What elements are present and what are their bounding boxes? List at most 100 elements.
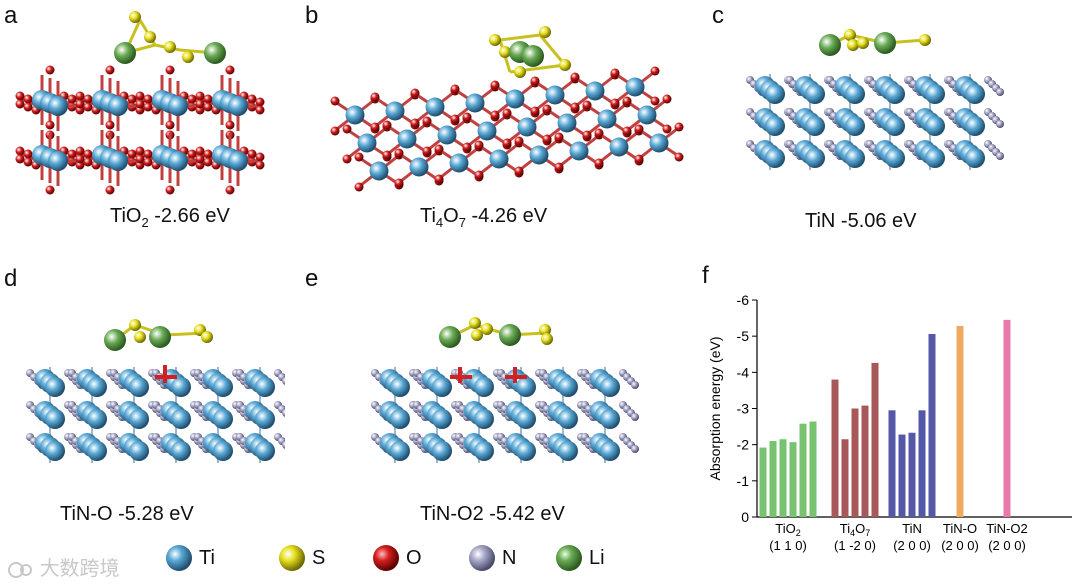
ti-atom <box>45 409 65 429</box>
o-atom <box>247 149 257 159</box>
ti-atom <box>228 151 248 171</box>
ti-atom <box>845 116 865 136</box>
ti-atom <box>390 377 410 397</box>
o-atom <box>75 154 85 164</box>
ti-atom <box>437 125 457 145</box>
panel-label-b: b <box>305 2 319 29</box>
o-atom <box>105 185 115 195</box>
y-tick-label: -6 <box>737 292 750 308</box>
ti-atom <box>48 96 68 116</box>
ti-atom <box>171 441 191 461</box>
ti-atom <box>425 97 445 117</box>
ti-atom <box>505 89 525 109</box>
o-atom <box>450 84 460 94</box>
ti4o7-structure <box>330 26 684 192</box>
s-atom-icon <box>279 545 305 571</box>
n-atom <box>631 445 639 453</box>
s-atom <box>164 41 176 53</box>
ti-atom <box>168 151 188 171</box>
o-atom <box>570 72 580 82</box>
y-tick-label: -3 <box>737 401 750 417</box>
s-atom <box>144 31 156 43</box>
group-label: Ti4O7 <box>840 521 871 538</box>
y-tick-label: -4 <box>737 364 750 380</box>
o-atom <box>255 97 265 107</box>
ti-atom <box>516 409 536 429</box>
caption-tin: TiN -5.06 eV <box>805 210 917 232</box>
o-atom <box>330 126 340 136</box>
o-atom <box>370 92 380 102</box>
bar <box>779 439 787 517</box>
o-atom <box>135 154 145 164</box>
o-atom <box>594 128 604 138</box>
o-atom <box>75 91 85 101</box>
o-atom <box>674 152 684 162</box>
o-atom <box>410 88 420 98</box>
o-atom <box>610 68 620 78</box>
ti-atom <box>255 441 275 461</box>
o-atom <box>165 120 175 130</box>
o-atom <box>135 99 145 109</box>
ti-atom <box>168 96 188 116</box>
ti-atom <box>474 377 494 397</box>
o-atom <box>143 149 153 159</box>
group-sublabel: (2 0 0) <box>941 538 979 553</box>
s-atom <box>481 323 493 335</box>
o-atom <box>45 120 55 130</box>
li-atom <box>819 34 841 56</box>
group-sublabel: (2 0 0) <box>988 538 1026 553</box>
ti-atom <box>569 141 589 161</box>
bar <box>769 441 777 517</box>
ti-atom <box>765 84 785 104</box>
o-atom <box>422 146 432 156</box>
o-atom <box>514 166 524 176</box>
ti-atom <box>45 441 65 461</box>
ti-atom <box>87 377 107 397</box>
ti-atom <box>558 441 578 461</box>
ti-atom <box>885 148 905 168</box>
bar <box>759 447 767 517</box>
o-atom <box>255 160 265 170</box>
ti-atom <box>474 441 494 461</box>
ti-atom <box>637 105 657 125</box>
y-tick-label: -1 <box>737 473 750 489</box>
ti-atom <box>129 441 149 461</box>
o-atom <box>422 116 432 126</box>
o-atom <box>502 138 512 148</box>
ti-atom <box>213 377 233 397</box>
li-atom <box>499 324 521 346</box>
ti-atom <box>345 105 365 125</box>
ti-atom <box>213 409 233 429</box>
o-atom <box>143 94 153 104</box>
li-atom <box>874 32 896 54</box>
o-atom <box>143 157 153 167</box>
bar <box>799 423 807 517</box>
ti-atom <box>516 441 536 461</box>
o-atom <box>45 185 55 195</box>
li-atom <box>114 42 136 64</box>
ti-atom <box>390 441 410 461</box>
o-atom <box>382 120 392 130</box>
o-atom <box>195 91 205 101</box>
ti-atom <box>255 377 275 397</box>
legend-item-li: Li <box>555 544 605 572</box>
o-atom <box>225 185 235 195</box>
y-tick-label: 0 <box>741 509 749 525</box>
o-atom <box>554 162 564 172</box>
o-atom <box>382 150 392 160</box>
s-atom <box>129 11 141 23</box>
ti-atom <box>805 116 825 136</box>
o-atom <box>342 154 352 164</box>
bar <box>908 432 916 517</box>
o-atom <box>502 108 512 118</box>
o-atom <box>462 112 472 122</box>
o-atom <box>514 136 524 146</box>
o-atom <box>23 94 33 104</box>
bar <box>809 421 817 517</box>
s-atom <box>499 46 511 58</box>
o-atom <box>582 130 592 140</box>
ti-atom <box>885 116 905 136</box>
o-atom <box>203 157 213 167</box>
o-atom <box>542 134 552 144</box>
bar <box>841 439 849 517</box>
